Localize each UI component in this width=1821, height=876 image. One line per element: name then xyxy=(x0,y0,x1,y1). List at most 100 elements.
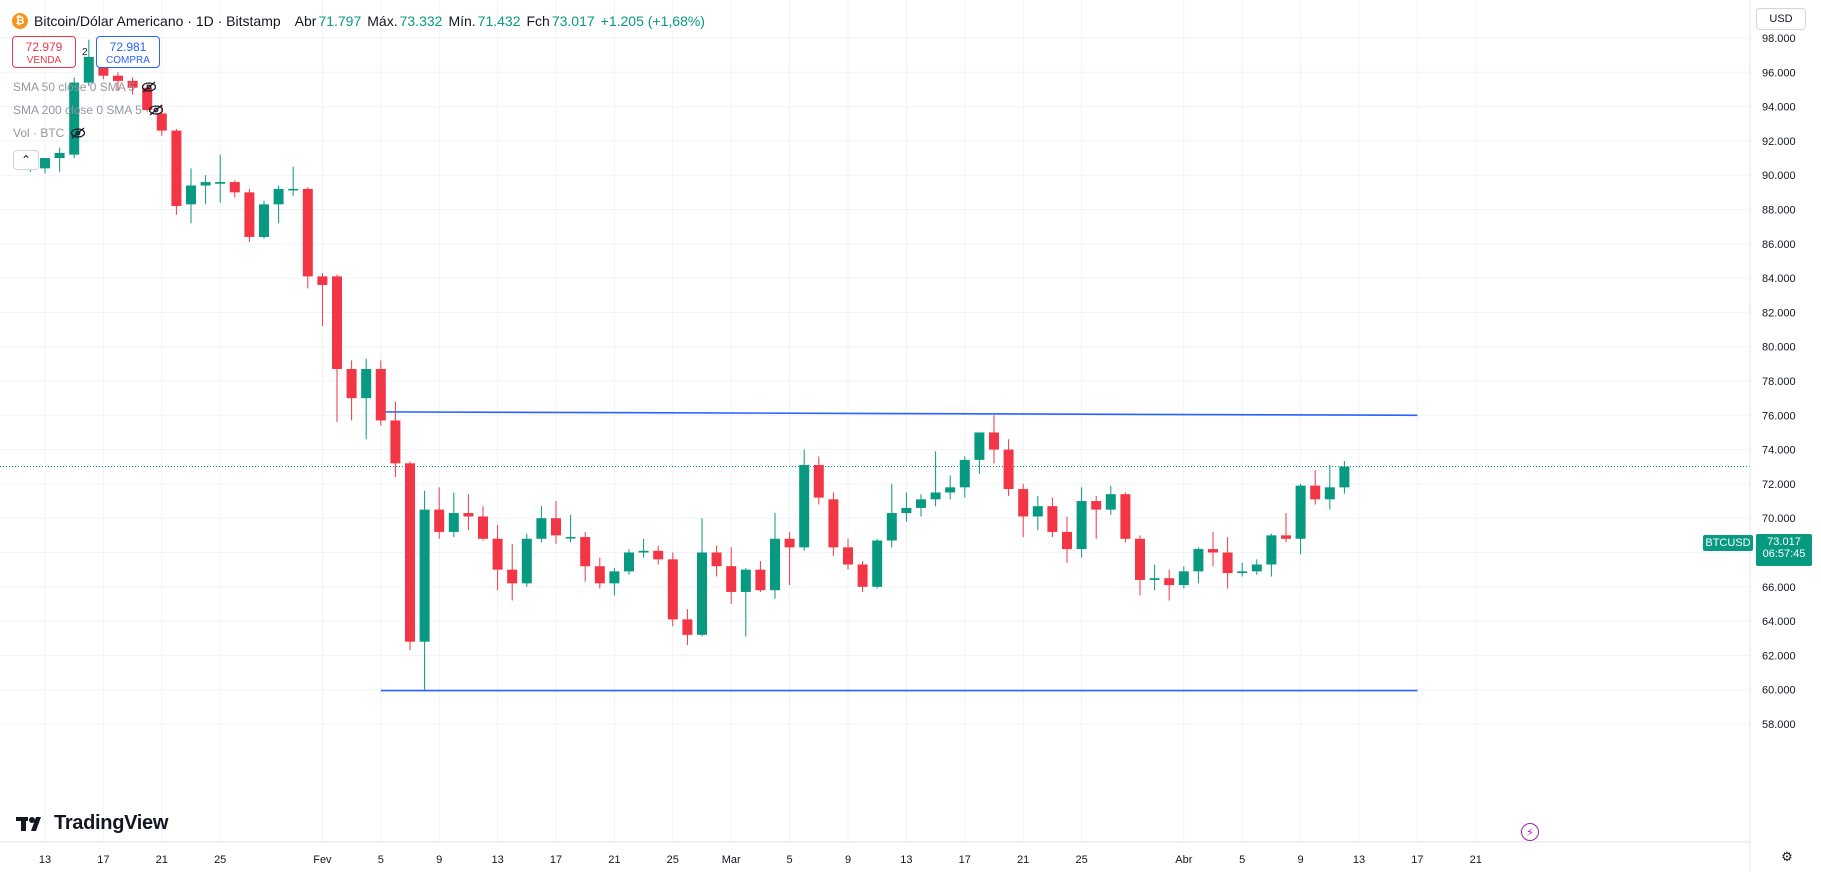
eye-hidden-icon[interactable] xyxy=(148,104,164,116)
candle-body xyxy=(886,513,897,541)
currency-select[interactable]: USD xyxy=(1756,8,1806,30)
candle-body xyxy=(1324,487,1335,500)
candle-body xyxy=(813,465,824,498)
candle xyxy=(186,168,196,224)
candle xyxy=(813,456,824,505)
candle xyxy=(1120,492,1131,543)
candle xyxy=(478,506,488,541)
candle-body xyxy=(1237,571,1248,574)
y-tick-label: 98.000 xyxy=(1762,33,1796,45)
candle-body xyxy=(186,185,196,205)
candle-body xyxy=(40,158,50,169)
candle xyxy=(624,549,634,575)
candle xyxy=(273,185,284,224)
candle xyxy=(1281,513,1291,543)
high-value: 73.332 xyxy=(399,13,443,29)
buy-price: 72.981 xyxy=(109,40,147,54)
lightning-icon[interactable]: ⚡ xyxy=(1521,823,1539,841)
candle xyxy=(244,188,255,243)
candle xyxy=(200,175,211,205)
candle-body xyxy=(390,420,401,464)
symbol-title[interactable]: Bitcoin/Dólar Americano · 1D · Bitstamp xyxy=(34,13,281,29)
candle-body xyxy=(989,432,999,450)
y-tick-label: 74.000 xyxy=(1762,445,1796,457)
y-tick-label: 84.000 xyxy=(1762,273,1796,285)
candle xyxy=(565,514,576,543)
candle-body xyxy=(1266,535,1277,565)
candle-body xyxy=(273,188,284,205)
candle xyxy=(1076,487,1087,558)
x-tick-label: 21 xyxy=(1470,854,1482,866)
x-tick-label: 9 xyxy=(845,854,851,866)
x-tick-label: 13 xyxy=(491,854,503,866)
candle-body xyxy=(1105,494,1116,510)
last-price-value: 73.017 xyxy=(1767,536,1801,548)
indicator-label: SMA 200 close 0 SMA 5 xyxy=(13,103,142,117)
candle xyxy=(1149,564,1160,591)
candle xyxy=(828,492,839,556)
brand-name: TradingView xyxy=(54,812,169,834)
currency-label: USD xyxy=(1769,13,1793,25)
gear-icon[interactable]: ⚙ xyxy=(1781,849,1793,864)
open-label: Abr xyxy=(294,13,317,29)
x-tick-label: 21 xyxy=(608,854,620,866)
x-tick-label: 13 xyxy=(1353,854,1365,866)
symbol-header: ₿ Bitcoin/Dólar Americano · 1D · Bitstam… xyxy=(12,11,705,31)
candle-body xyxy=(930,492,941,500)
candle xyxy=(1266,533,1277,577)
indicator-volume[interactable]: Vol · BTC xyxy=(13,126,86,140)
candle xyxy=(653,545,664,565)
trendline-resistance xyxy=(380,411,1418,417)
tradingview-logo-icon xyxy=(16,816,41,831)
candle-body xyxy=(142,87,153,111)
x-tick-label: 25 xyxy=(1075,854,1087,866)
candle-body xyxy=(127,80,138,88)
candle xyxy=(1295,483,1306,555)
candle-body xyxy=(857,564,868,587)
candle-body xyxy=(551,518,561,536)
candle-body xyxy=(1135,538,1145,580)
candle-body xyxy=(200,182,211,186)
candle-body xyxy=(726,566,737,592)
sell-button[interactable]: 72.979 VENDA xyxy=(12,36,76,68)
eye-hidden-icon[interactable] xyxy=(70,127,86,139)
collapse-legend-button[interactable]: ⌃ xyxy=(13,150,39,170)
x-tick-label: 25 xyxy=(214,854,226,866)
buy-button[interactable]: 72.981 COMPRA xyxy=(96,36,160,68)
y-tick-label: 66.000 xyxy=(1762,582,1796,594)
candle-body xyxy=(974,432,985,460)
candle-body xyxy=(843,547,853,565)
candle xyxy=(302,187,313,289)
candle-body xyxy=(83,56,94,83)
candle-body xyxy=(770,538,780,591)
candle-body xyxy=(1003,449,1014,490)
eye-hidden-icon[interactable] xyxy=(141,81,157,93)
candle xyxy=(40,158,50,174)
y-tick-label: 92.000 xyxy=(1762,136,1796,148)
candle xyxy=(770,513,780,599)
candle-body xyxy=(346,368,357,399)
x-tick-label: 5 xyxy=(378,854,384,866)
candle-body xyxy=(229,182,240,193)
high-label: Máx. xyxy=(367,13,398,29)
y-tick-label: 80.000 xyxy=(1762,342,1796,354)
candle-body xyxy=(653,550,664,560)
candle xyxy=(682,609,693,646)
candle xyxy=(361,358,372,440)
candle xyxy=(83,39,94,87)
candle-body xyxy=(580,537,591,567)
tradingview-logo[interactable]: TradingView xyxy=(16,812,168,835)
indicator-sma-50[interactable]: SMA 50 close 0 SMA 5 xyxy=(13,80,157,94)
indicator-sma-200[interactable]: SMA 200 close 0 SMA 5 xyxy=(13,103,164,117)
candle-body xyxy=(302,188,313,277)
candle-body xyxy=(1178,571,1189,586)
candle-body xyxy=(361,368,372,399)
candle xyxy=(507,543,518,601)
candle-body xyxy=(872,540,883,587)
candle xyxy=(740,567,751,637)
candle-body xyxy=(624,552,634,572)
buy-label: COMPRA xyxy=(106,55,150,66)
candle xyxy=(1135,535,1145,596)
